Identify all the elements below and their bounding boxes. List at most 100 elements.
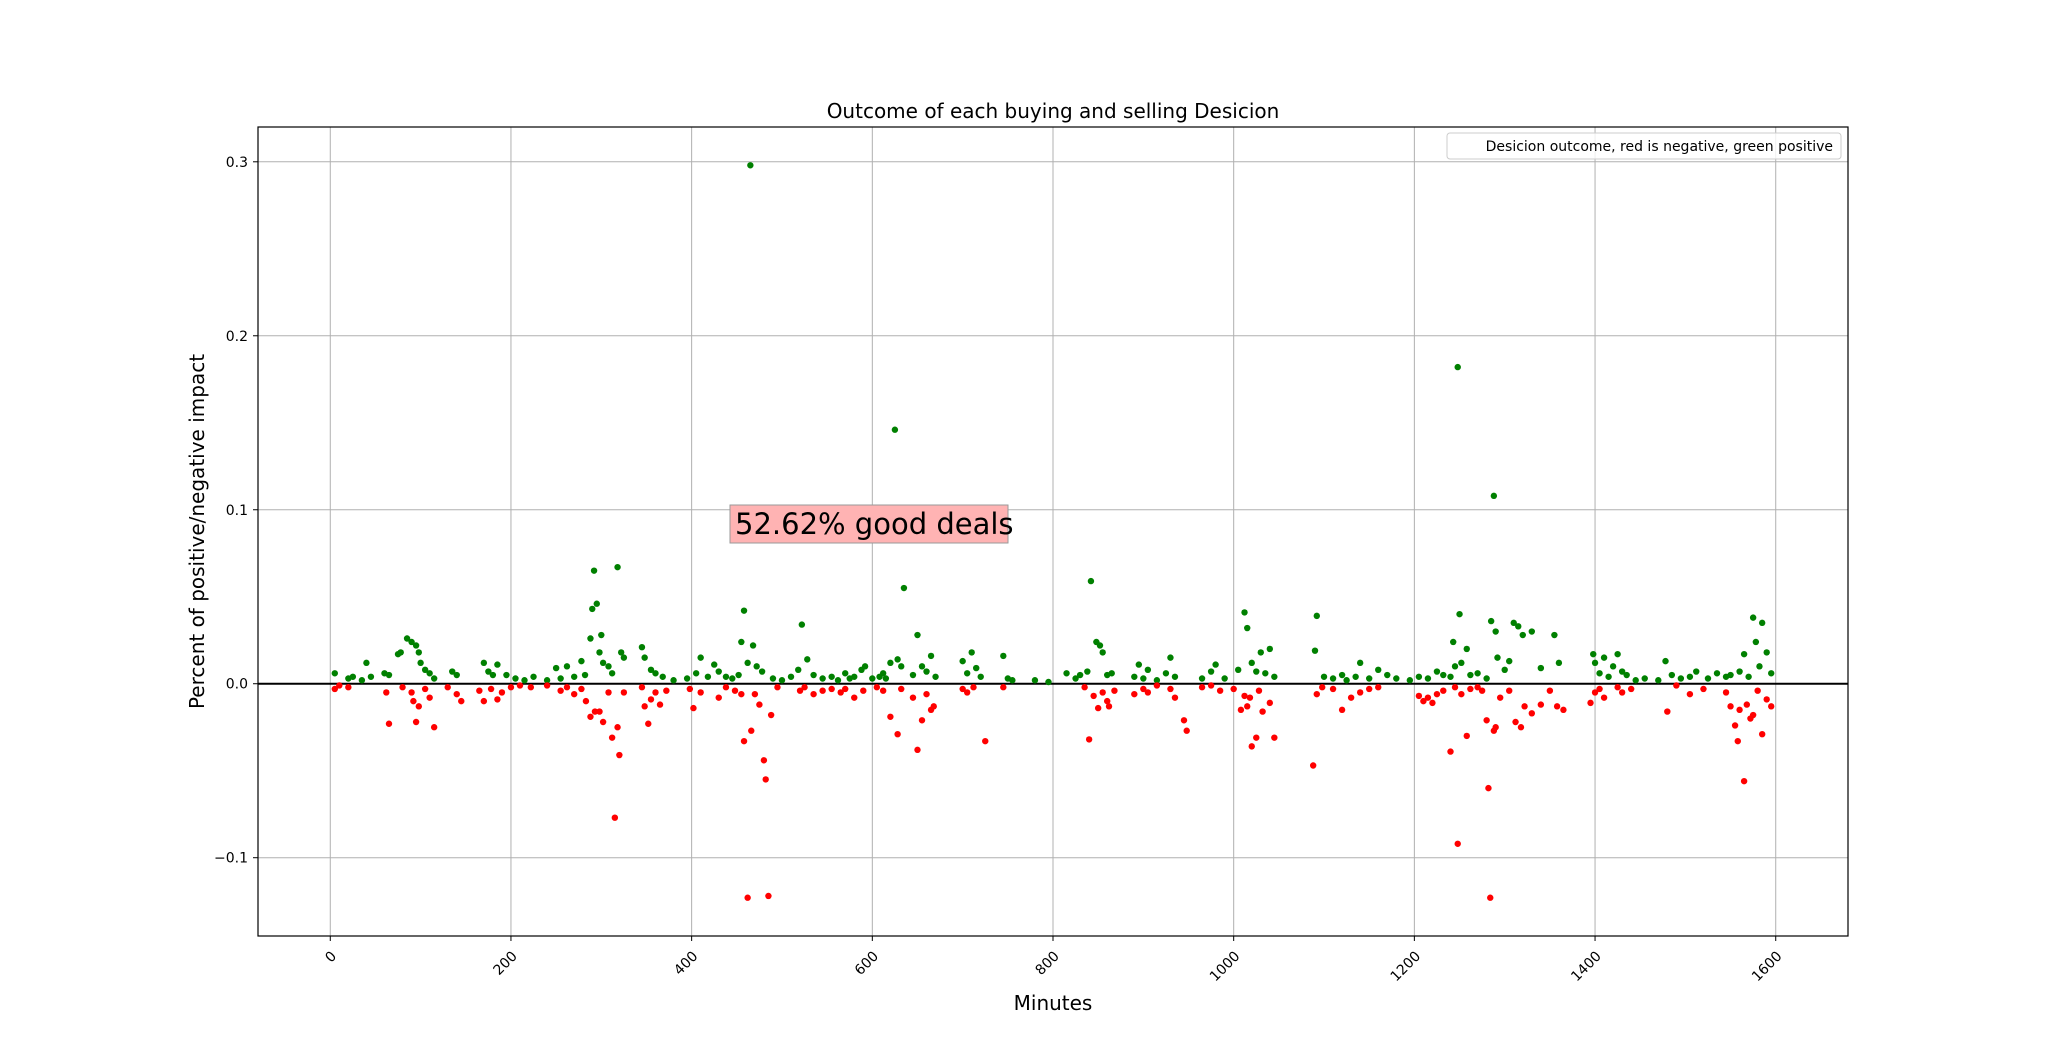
data-point [819, 687, 826, 694]
data-point [1483, 675, 1490, 682]
data-point [1752, 638, 1760, 646]
data-point [1309, 762, 1317, 769]
data-point [1234, 666, 1242, 674]
data-point [711, 661, 718, 668]
y-tick-label: 0.2 [226, 329, 248, 345]
data-point [1474, 684, 1481, 691]
data-point [1662, 657, 1669, 665]
data-point [914, 631, 921, 639]
data-point [1467, 685, 1474, 693]
data-point [489, 671, 497, 679]
data-point [587, 635, 594, 642]
data-point [715, 668, 722, 675]
y-axis-label: Percent of positive/negative impact [185, 354, 209, 709]
data-point [641, 654, 648, 661]
data-point [1135, 661, 1143, 668]
data-point [1365, 685, 1373, 693]
data-point [430, 724, 438, 731]
data-point [608, 670, 616, 677]
data-point [1244, 624, 1251, 632]
data-point [1501, 666, 1508, 674]
data-point [1478, 687, 1486, 694]
data-point [1329, 685, 1337, 693]
data-point [412, 718, 420, 726]
data-point [894, 730, 901, 738]
data-point [1560, 706, 1567, 714]
data-point [426, 694, 433, 701]
data-point [923, 668, 930, 675]
data-point [1207, 682, 1215, 689]
data-point [616, 751, 623, 759]
data-point [751, 690, 759, 698]
data-point [1167, 685, 1174, 693]
data-point [430, 675, 438, 682]
data-point [798, 621, 806, 628]
data-point [1253, 734, 1260, 741]
data-point [1494, 654, 1501, 661]
data-point [1266, 645, 1274, 653]
data-point [923, 690, 930, 698]
data-point [1686, 673, 1694, 680]
data-point [598, 631, 605, 639]
data-point [1440, 687, 1447, 694]
data-point [385, 720, 393, 727]
data-point [596, 649, 603, 656]
data-point [1144, 666, 1152, 674]
data-point [1521, 703, 1528, 710]
data-point [778, 677, 786, 684]
data-point [882, 675, 890, 682]
data-point [421, 666, 429, 674]
y-tick-label: 0.0 [226, 677, 248, 693]
data-point [617, 649, 625, 656]
data-point [480, 659, 488, 667]
data-point [683, 675, 691, 682]
data-point [1257, 649, 1264, 656]
annotation-text: 52.62% good deals [735, 507, 1014, 541]
data-point [982, 737, 989, 745]
data-point [1415, 673, 1423, 680]
data-point [731, 687, 739, 694]
data-point [1758, 730, 1766, 738]
data-point [415, 649, 423, 656]
data-point [738, 690, 745, 698]
data-point [1087, 577, 1095, 585]
data-point [581, 671, 589, 679]
data-point [1627, 685, 1635, 693]
data-point [1009, 677, 1016, 684]
data-point [970, 684, 977, 691]
y-tick-label: −0.1 [214, 851, 248, 867]
data-point [645, 720, 652, 727]
data-point [879, 670, 887, 677]
data-point [1451, 663, 1459, 670]
data-point [900, 584, 908, 592]
data-point [589, 605, 596, 613]
data-point [1266, 699, 1274, 707]
data-points [331, 162, 1775, 901]
data-point [453, 690, 460, 698]
data-point [1096, 642, 1104, 649]
data-point [331, 685, 338, 693]
data-point [1108, 670, 1115, 677]
data-point [963, 689, 971, 696]
data-point [1424, 694, 1432, 701]
data-point [837, 689, 844, 696]
data-point [1338, 706, 1346, 714]
data-point [697, 654, 704, 661]
data-point [1487, 894, 1494, 901]
data-point [397, 649, 404, 656]
data-point [1045, 678, 1052, 686]
data-point [1734, 737, 1741, 745]
data-point [403, 635, 411, 642]
data-point [1553, 703, 1561, 710]
data-point [753, 663, 760, 670]
data-point [1600, 694, 1608, 701]
data-point [740, 607, 748, 614]
data-point [887, 713, 894, 720]
data-point [670, 677, 677, 684]
data-point [1487, 617, 1495, 625]
data-point [614, 563, 621, 571]
data-point [828, 673, 835, 680]
data-point [557, 687, 564, 694]
data-point [894, 656, 901, 663]
data-point [1768, 703, 1775, 710]
